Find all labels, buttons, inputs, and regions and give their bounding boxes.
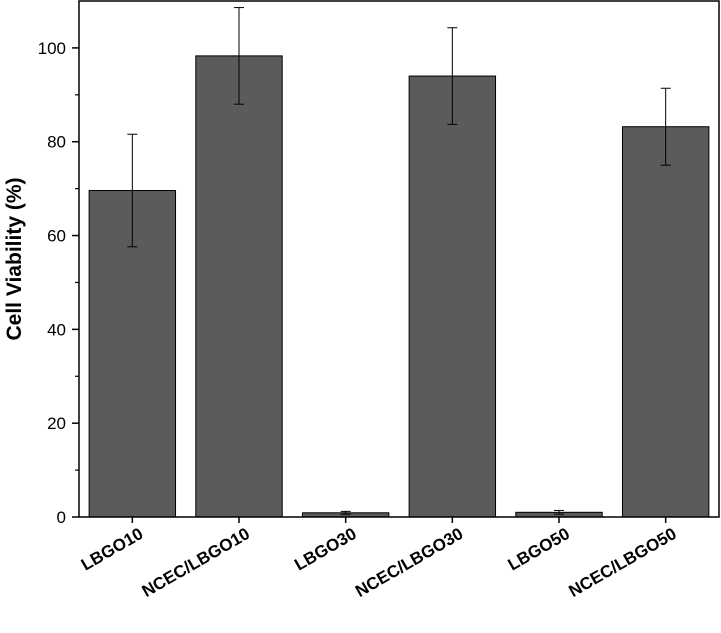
y-tick-label-80: 80 — [47, 133, 66, 152]
error-bars-layer — [127, 7, 671, 515]
x-tick-label-lbgo10: LBGO10 — [78, 524, 146, 574]
x-tick-label-lbgo30: LBGO30 — [291, 524, 359, 574]
plot-frame — [78, 0, 720, 518]
y-tick-label-0: 0 — [57, 508, 66, 527]
y-tick-label-60: 60 — [47, 227, 66, 246]
bar-ncec-lbgo50 — [621, 126, 710, 518]
bars-layer — [88, 55, 710, 518]
y-tick-label-100: 100 — [38, 39, 66, 58]
bar-ncec-lbgo10 — [195, 55, 283, 518]
x-tick-label-ncec-lbgo50: NCEC/LBGO50 — [565, 524, 679, 601]
y-tick-label-20: 20 — [47, 414, 66, 433]
x-tick-label-ncec-lbgo10: NCEC/LBGO10 — [139, 524, 253, 601]
y-tick-label-40: 40 — [47, 320, 66, 339]
x-tick-label-ncec-lbgo30: NCEC/LBGO30 — [352, 524, 466, 601]
y-axis-title: Cell Viability (%) — [3, 178, 26, 341]
bar-ncec-lbgo30 — [408, 75, 497, 518]
x-tick-label-lbgo50: LBGO50 — [505, 524, 573, 574]
